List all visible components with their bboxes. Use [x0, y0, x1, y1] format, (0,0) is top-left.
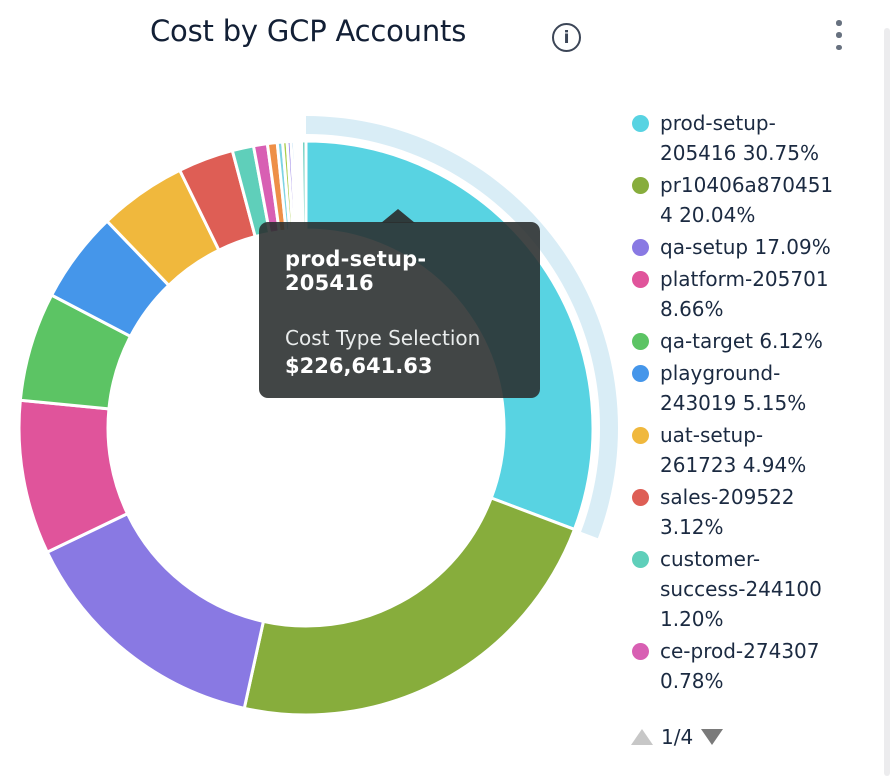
legend-swatch — [632, 489, 649, 506]
legend-swatch — [632, 427, 649, 444]
legend-label: playground-243019 5.15% — [660, 361, 807, 415]
legend-item[interactable]: playground-243019 5.15% — [632, 358, 864, 418]
pie-slice-pr10406a8704514[interactable] — [242, 496, 576, 717]
legend-swatch — [632, 333, 649, 350]
legend-label: qa-setup 17.09% — [660, 235, 831, 259]
legend-label: qa-target 6.12% — [660, 329, 823, 353]
legend-item[interactable]: prod-setup-205416 30.75% — [632, 108, 864, 168]
legend-item[interactable]: qa-setup 17.09% — [632, 232, 864, 262]
donut-chart — [0, 112, 625, 752]
legend-label: platform-205701 8.66% — [660, 267, 829, 321]
legend-label: uat-setup-261723 4.94% — [660, 423, 807, 477]
tooltip-cost-value: $226,641.63 — [285, 354, 433, 378]
legend-swatch — [632, 239, 649, 256]
chart-title: Cost by GCP Accounts — [150, 14, 467, 48]
pie-slice-small-18[interactable] — [299, 139, 308, 232]
tooltip-cost-type-label: Cost Type Selection — [285, 326, 481, 350]
legend-pagination: 1/4 — [631, 725, 724, 749]
donut-svg — [17, 116, 619, 717]
legend-label: prod-setup-205416 30.75% — [660, 111, 819, 165]
legend-swatch — [632, 115, 649, 132]
kebab-menu-icon[interactable] — [831, 20, 847, 50]
pie-slice-qa-setup[interactable] — [45, 512, 265, 710]
scrollbar[interactable] — [884, 28, 890, 776]
legend-item[interactable]: platform-205701 8.66% — [632, 264, 864, 324]
legend-label: ce-prod-274307 0.78% — [660, 639, 820, 693]
card-header: Cost by GCP Accounts i — [0, 0, 890, 70]
page-down-icon[interactable] — [701, 729, 724, 745]
legend-item[interactable]: sales-209522 3.12% — [632, 482, 864, 542]
legend-item[interactable]: qa-target 6.12% — [632, 326, 864, 356]
legend-swatch — [632, 551, 649, 568]
tooltip-title: prod-setup-205416 — [285, 247, 427, 295]
legend-swatch — [632, 271, 649, 288]
legend-item[interactable]: pr10406a8704514 20.04% — [632, 170, 864, 230]
legend-label: customer-success-244100 1.20% — [660, 547, 822, 631]
legend-item[interactable]: uat-setup-261723 4.94% — [632, 420, 864, 480]
chart-legend: prod-setup-205416 30.75% pr10406a8704514 … — [632, 104, 864, 712]
legend-item[interactable]: customer-success-244100 1.20% — [632, 544, 864, 634]
chart-tooltip: prod-setup-205416 Cost Type Selection $2… — [259, 209, 540, 398]
info-icon[interactable]: i — [552, 23, 581, 52]
legend-label: pr10406a8704514 20.04% — [660, 173, 834, 227]
legend-swatch — [632, 643, 649, 660]
legend-swatch — [632, 177, 649, 194]
page-up-icon[interactable] — [631, 729, 653, 745]
legend-item[interactable]: ce-prod-274307 0.78% — [632, 636, 864, 696]
legend-swatch — [632, 365, 649, 382]
legend-label: sales-209522 3.12% — [660, 485, 795, 539]
page-indicator: 1/4 — [661, 725, 694, 749]
